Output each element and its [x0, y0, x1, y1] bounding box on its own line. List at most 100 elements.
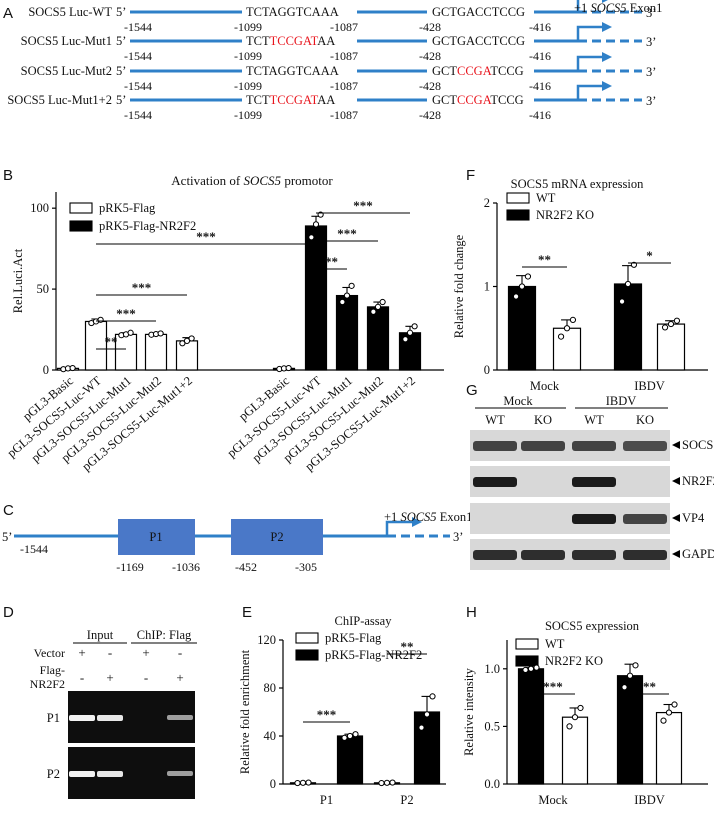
data-point	[389, 779, 396, 786]
legend-label: NR2F2 KO	[545, 654, 603, 668]
panel-letter-c: C	[3, 502, 14, 519]
data-point	[383, 779, 391, 786]
bar	[507, 285, 537, 371]
gel-band	[69, 715, 95, 721]
blot-arrow	[672, 477, 680, 485]
data-point	[557, 333, 565, 340]
significance-label: **	[401, 639, 414, 654]
y-tick-label: 80	[264, 681, 277, 695]
position-label: -416	[529, 108, 551, 122]
bar	[655, 711, 683, 785]
exon-label-suffix: Exon1	[437, 510, 473, 524]
data-point	[179, 340, 186, 347]
significance-label: ***	[116, 306, 136, 321]
site1-sequence: TCTAGGTCAAA	[246, 64, 339, 78]
construct-row: SOCS5 Luc-Mut2 5’ TCTAGGTCAAA GCTCCGATCCG 3’…	[21, 52, 656, 93]
bar	[656, 323, 686, 371]
tss-arrow	[576, 25, 604, 41]
bar	[144, 333, 168, 371]
panel-letter-g: G	[466, 382, 478, 399]
data-point	[352, 731, 359, 738]
lane-label: KO	[636, 413, 654, 427]
blot-band	[473, 441, 517, 451]
p1-label: P1	[149, 530, 162, 544]
mutated-bases: CCGA	[457, 93, 492, 107]
position-label: -1544	[124, 79, 152, 93]
wt-bases: AA	[317, 34, 335, 48]
wt-bases: GCTGACCTCCG	[432, 5, 525, 19]
significance-label: ***	[353, 198, 373, 213]
blot-band	[521, 441, 565, 451]
blot-label: VP4	[682, 511, 705, 525]
vector-mark: +	[142, 645, 149, 660]
data-point	[378, 779, 385, 787]
y-tick-label: 0.5	[484, 719, 500, 733]
data-point	[577, 704, 584, 712]
panel-a-constructs: SOCS5 Luc-WT 5’ TCTAGGTCAAA GCTGACCTCCG 3’ -1…	[7, 0, 662, 122]
data-point	[341, 734, 348, 741]
position-label: -428	[419, 20, 441, 34]
data-point	[618, 298, 626, 305]
y-tick-label: 0	[270, 777, 276, 791]
exon1-label: +1 SOCS5 Exon1	[384, 510, 472, 524]
lane-label: WT	[584, 413, 604, 427]
legend-label: pRK5-Flag-NR2F2	[99, 219, 196, 233]
gel-band	[167, 715, 193, 720]
bar	[616, 675, 644, 785]
significance-label: ***	[337, 226, 357, 241]
data-point	[346, 732, 354, 740]
three-prime-label: 3’	[646, 94, 656, 108]
panel-letter-d: D	[3, 604, 14, 621]
blot-band	[473, 477, 517, 487]
wt-bases: GCT	[432, 64, 457, 78]
data-point	[563, 325, 571, 332]
data-point	[533, 664, 540, 671]
exon-label-gene: SOCS5	[590, 1, 626, 15]
p1-region-box	[118, 519, 195, 555]
legend-swatch-black	[69, 220, 93, 232]
mock-group-label: Mock	[503, 394, 533, 408]
five-prime-label: 5’	[116, 34, 126, 48]
chart-h-title: SOCS5 expression	[545, 619, 640, 633]
bar	[336, 735, 364, 785]
data-point	[566, 723, 573, 730]
position-label: -1036	[172, 560, 200, 574]
bar	[84, 320, 108, 371]
tss-arrowhead	[602, 22, 612, 32]
data-point	[379, 298, 386, 306]
data-point	[518, 283, 526, 290]
data-point	[632, 662, 639, 669]
data-point	[673, 317, 681, 324]
data-point	[671, 701, 678, 708]
panel-e-chart: ChIP-assay 0 40 80 120 Relative fold enrichme…	[238, 614, 446, 807]
p2-label: P2	[270, 530, 283, 544]
flag-row-label: Flag-	[40, 663, 65, 677]
tss-arrowhead	[602, 52, 612, 62]
data-point	[285, 364, 292, 372]
y-tick-label: 50	[37, 282, 50, 296]
bar	[413, 711, 441, 785]
data-point	[423, 711, 431, 718]
y-tick-label: 1.0	[484, 662, 500, 676]
position-label: -1087	[330, 20, 358, 34]
panel-letter-f: F	[466, 167, 475, 184]
significance-label: *	[646, 248, 653, 263]
blot-label: SOCS5	[682, 438, 714, 452]
position-label: -1099	[234, 49, 262, 63]
title-prefix: Activation of	[171, 173, 243, 188]
data-point	[624, 280, 632, 288]
panel-c-promoter-map: 5’ P1 P2 3’ +1 SOCS5 Exon1 -1544 -1169 -1036 -45…	[2, 510, 472, 574]
panel-letter-b: B	[3, 167, 13, 184]
exon-label-suffix: Exon1	[627, 1, 663, 15]
y-tick-label: 120	[257, 633, 276, 647]
y-axis-label: Rel.Luci.Act	[11, 248, 25, 313]
bar	[175, 340, 199, 371]
flag-mark: +	[176, 670, 183, 685]
bar	[335, 294, 359, 371]
x-tick-label: Mock	[538, 793, 568, 807]
legend-label: WT	[536, 191, 556, 205]
legend-swatch-black	[506, 209, 530, 221]
blot-band	[623, 514, 667, 524]
legend-swatch-white	[506, 192, 530, 204]
blot-band	[572, 550, 616, 560]
